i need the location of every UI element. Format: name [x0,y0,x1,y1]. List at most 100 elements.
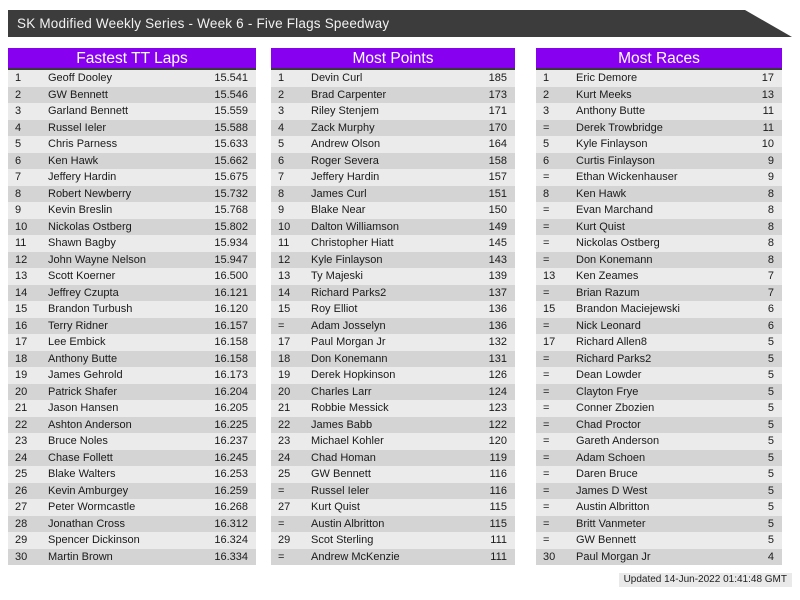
value-cell: 15.732 [214,187,248,200]
table-row: 3 Anthony Butte 11 [536,103,782,120]
value-cell: 8 [767,237,774,249]
driver-name-cell: Derek Hopkinson [311,369,396,381]
rank-cell: = [543,402,550,414]
value-cell: 16.259 [214,484,248,497]
rank-cell: 15 [543,303,556,315]
table-row: 12 Kyle Finlayson 143 [271,251,515,268]
value-cell: 9 [767,171,774,183]
value-cell: 6 [767,319,774,332]
rank-cell: 7 [15,171,22,183]
table-row: 17 Richard Allen8 5 [536,334,782,351]
driver-name-cell: Russel Ieler [311,484,370,497]
value-cell: 15.662 [214,154,248,167]
value-cell: 5 [767,517,774,530]
table-row: = Derek Trowbridge 11 [536,119,782,136]
rank-cell: = [543,253,550,266]
table-row: = James D West 5 [536,482,782,499]
rank-cell: 1 [543,72,550,84]
rank-cell: 30 [543,550,556,563]
table-row: 20 Patrick Shafer 16.204 [8,383,256,400]
table-row: 17 Paul Morgan Jr 132 [271,334,515,351]
table-row: = Austin Albritton 115 [271,515,515,532]
driver-name-cell: Martin Brown [48,550,113,563]
driver-name-cell: Adam Schoen [576,451,646,464]
table-row: 23 Michael Kohler 120 [271,433,515,450]
value-cell: 131 [488,352,507,365]
driver-name-cell: Dalton Williamson [311,220,400,233]
value-cell: 151 [488,187,507,200]
driver-name-cell: Bruce Noles [48,435,108,447]
driver-name-cell: Ken Hawk [48,154,99,167]
table-row: = Chad Proctor 5 [536,416,782,433]
driver-name-cell: Don Konemann [311,352,388,365]
table-row: 11 Shawn Bagby 15.934 [8,235,256,252]
driver-name-cell: Scott Koerner [48,270,116,282]
driver-name-cell: Nickolas Ostberg [48,220,132,233]
driver-name-cell: Kevin Amburgey [48,484,129,497]
driver-name-cell: Kurt Meeks [576,88,632,101]
rank-cell: 8 [15,187,22,200]
driver-name-cell: Peter Wormcastle [48,501,136,513]
rank-cell: = [543,385,550,398]
table-row: = Adam Josselyn 136 [271,317,515,334]
rank-cell: 29 [15,534,28,546]
driver-name-cell: Brad Carpenter [311,88,387,101]
rank-cell: = [278,550,285,563]
value-cell: 116 [489,484,507,497]
value-cell: 16.312 [214,517,248,530]
rank-cell: 1 [15,72,22,84]
table-row: 16 Terry Ridner 16.157 [8,317,256,334]
page-title: SK Modified Weekly Series - Week 6 - Fiv… [17,16,390,31]
value-cell: 111 [490,534,507,546]
rank-cell: = [543,369,550,381]
driver-name-cell: Nickolas Ostberg [576,237,660,249]
leaderboard-tables: Fastest TT Laps 1 Geoff Dooley 15.541 2 GW B… [8,48,792,565]
driver-name-cell: Jason Hansen [48,402,119,414]
driver-name-cell: Riley Stenjem [311,105,379,117]
value-cell: 16.157 [214,319,248,332]
value-cell: 5 [767,385,774,398]
table-row: 29 Spencer Dickinson 16.324 [8,532,256,549]
value-cell: 137 [488,286,507,299]
value-cell: 4 [767,550,774,563]
driver-name-cell: Ken Zeames [576,270,639,282]
driver-name-cell: GW Bennett [576,534,636,546]
table-row: = Richard Parks2 5 [536,350,782,367]
table-row: 2 GW Bennett 15.546 [8,86,256,103]
driver-name-cell: GW Bennett [48,88,108,101]
table-row: 24 Chase Follett 16.245 [8,449,256,466]
driver-name-cell: Eric Demore [576,72,638,84]
table-row: = Don Konemann 8 [536,251,782,268]
driver-name-cell: Kyle Finlayson [576,138,648,150]
rank-cell: 24 [278,451,291,464]
value-cell: 5 [767,402,774,414]
rank-cell: 3 [15,105,22,117]
table-row: 26 Kevin Amburgey 16.259 [8,482,256,499]
table-row: = Ethan Wickenhauser 9 [536,169,782,186]
table-row: 4 Zack Murphy 170 [271,119,515,136]
rank-cell: = [543,319,550,332]
driver-name-cell: John Wayne Nelson [48,253,147,266]
rank-cell: 17 [15,336,28,348]
value-cell: 136 [488,303,507,315]
value-cell: 8 [767,187,774,200]
driver-name-cell: Robert Newberry [48,187,132,200]
rank-cell: 17 [278,336,291,348]
value-cell: 15.546 [214,88,248,101]
value-cell: 16.324 [214,534,248,546]
rank-cell: 6 [278,154,285,167]
table-row: = Evan Marchand 8 [536,202,782,219]
value-cell: 16.121 [214,286,248,299]
driver-name-cell: Kevin Breslin [48,204,113,216]
driver-name-cell: Brandon Turbush [48,303,133,315]
value-cell: 120 [488,435,507,447]
value-cell: 171 [488,105,507,117]
rank-cell: 14 [15,286,28,299]
table-row: = Brian Razum 7 [536,284,782,301]
value-cell: 124 [488,385,507,398]
driver-name-cell: Michael Kohler [311,435,384,447]
value-cell: 15.541 [214,72,248,84]
rank-cell: 20 [278,385,291,398]
driver-name-cell: GW Bennett [311,468,371,480]
driver-name-cell: Jeffery Hardin [48,171,117,183]
